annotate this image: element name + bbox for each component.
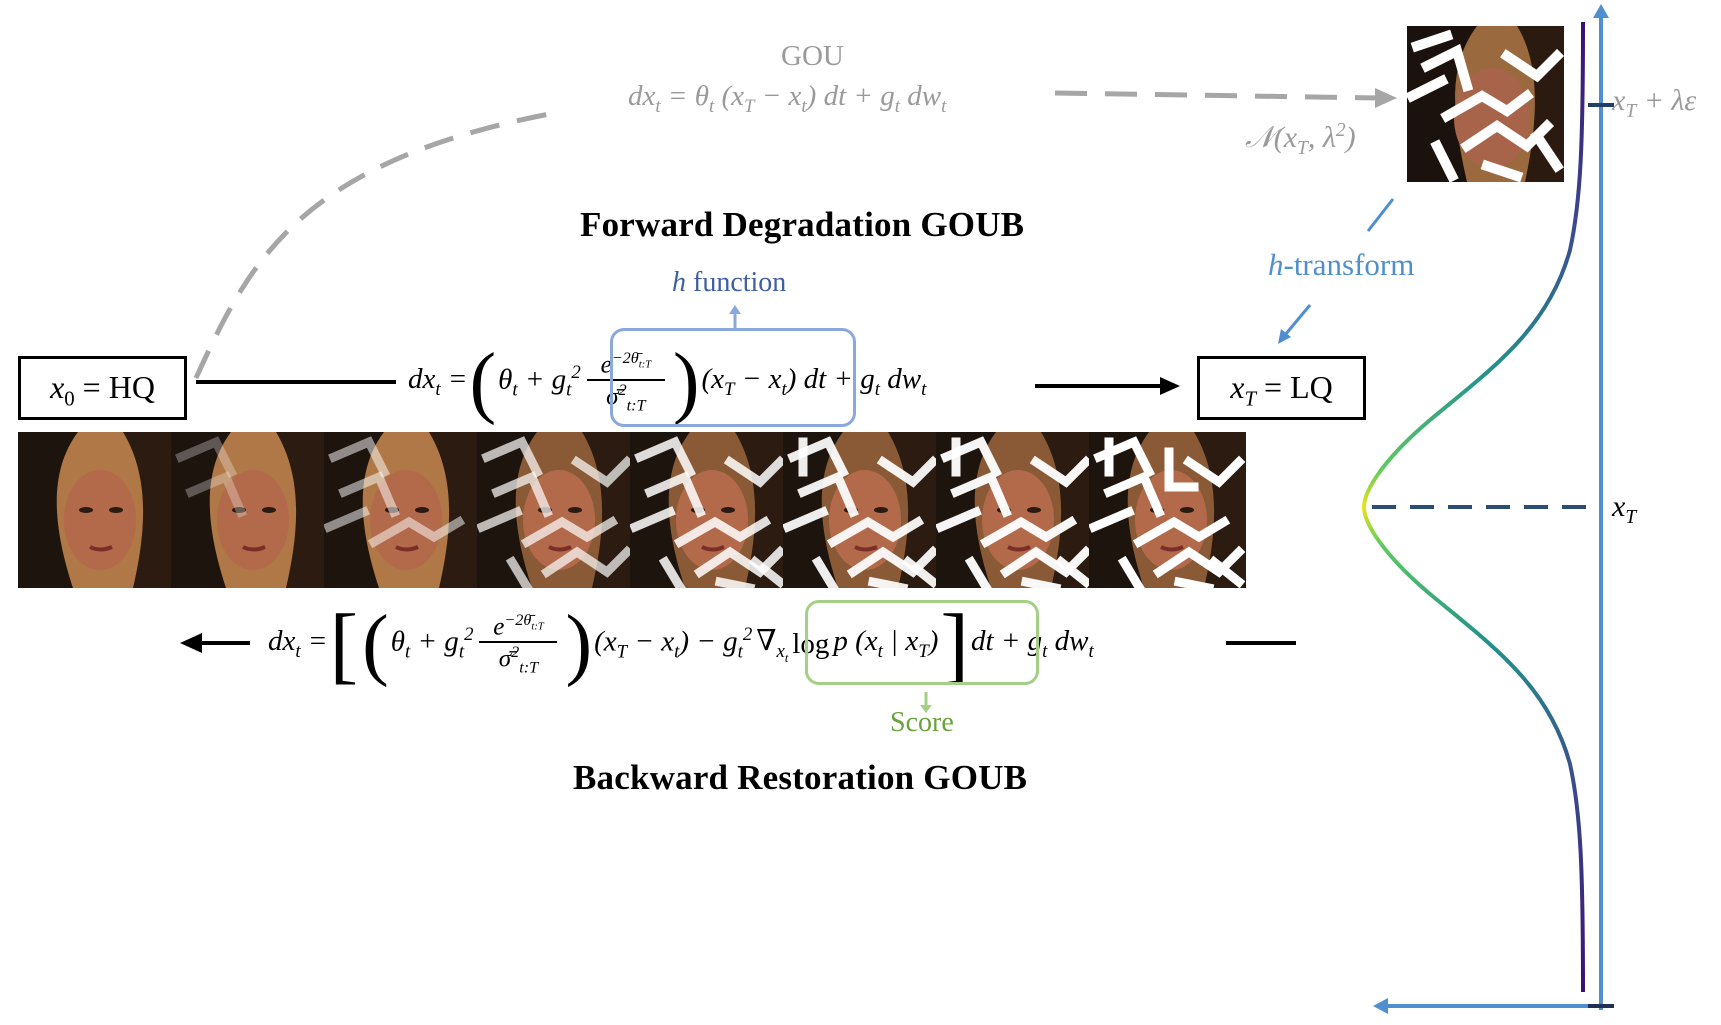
- score-label: Score: [890, 707, 954, 738]
- axis-label-top: xT + λε: [1612, 84, 1697, 122]
- h-function-label: h function: [672, 267, 787, 298]
- backward-title: Backward Restoration GOUB: [573, 758, 1028, 797]
- score-box: [805, 600, 1039, 685]
- h-transform-line: [1366, 198, 1395, 232]
- axis-label-middle: xT: [1612, 490, 1637, 528]
- xT-lq-box: xT = LQ: [1197, 356, 1366, 420]
- top-degraded-image: [1407, 26, 1564, 182]
- face-image-step-4: [477, 432, 634, 588]
- gaussian-curve: [1361, 21, 1585, 993]
- backward-arrow-head: [180, 633, 202, 653]
- face-image-step-2: [171, 432, 328, 588]
- h-function-box: [610, 328, 856, 427]
- gou-dashed-curve: [193, 109, 561, 380]
- h-transform-label: h-transform: [1268, 247, 1415, 282]
- face-image-step-1: [18, 432, 175, 588]
- x0-hq-box: x0 = HQ: [18, 356, 187, 420]
- face-image-step-6: [783, 432, 940, 588]
- face-image-step-7: [936, 432, 1093, 588]
- gou-equation: dxt = θt (xT − xt) dt + gt dwt: [628, 80, 947, 117]
- forward-arrow-head: [1160, 377, 1180, 395]
- vertical-axis-head: [1593, 4, 1609, 18]
- h-transform-arrow: [1283, 304, 1312, 336]
- face-image-step-5: [630, 432, 787, 588]
- face-image-step-3: [324, 432, 481, 588]
- gou-arrow-head: [1375, 88, 1397, 108]
- gou-label: GOU: [781, 40, 844, 72]
- horizontal-axis-head: [1373, 998, 1388, 1014]
- forward-title: Forward Degradation GOUB: [580, 205, 1025, 244]
- face-image-step-8: [1089, 432, 1246, 588]
- backward-equation: dxt = [ ( θt + gt2 e−2θ̄t:T σ̄2t:T ) (xT…: [268, 596, 1094, 692]
- gou-dashed-arrow: [1054, 90, 1381, 101]
- normal-label: 𝒩(xT, λ2): [1245, 120, 1356, 159]
